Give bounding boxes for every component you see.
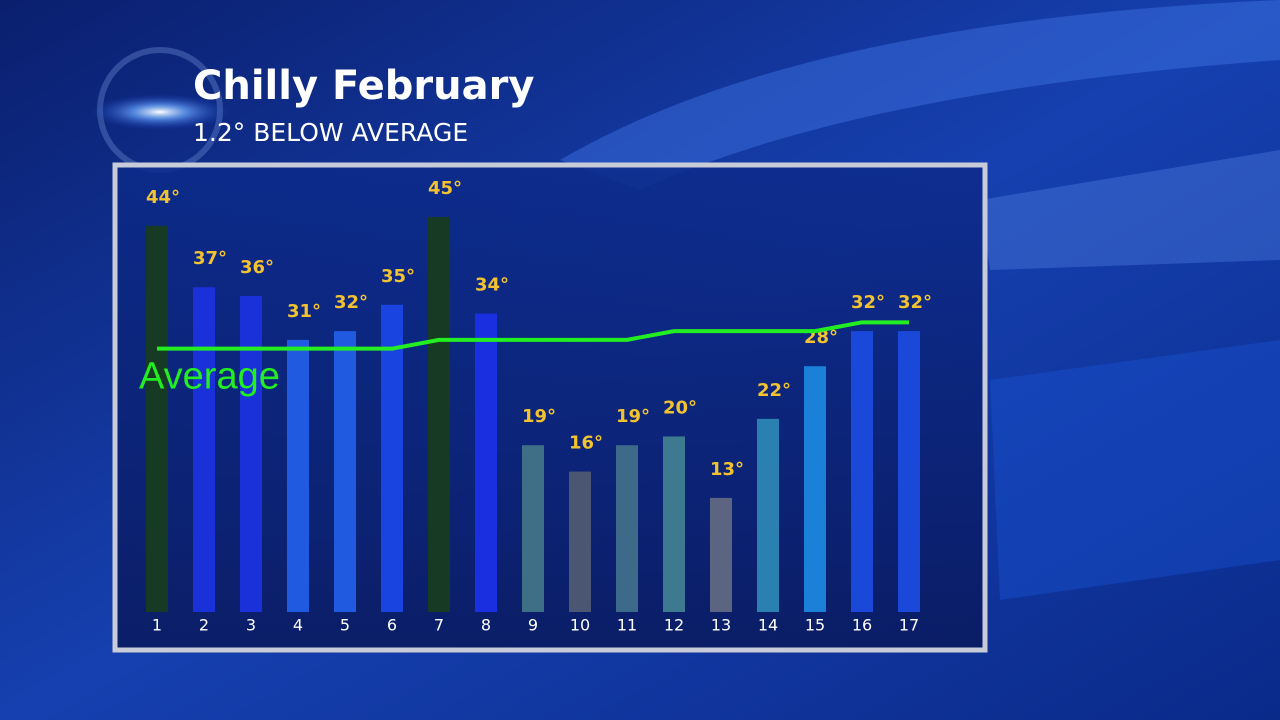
- x-tick-label: 4: [293, 616, 303, 635]
- x-tick-label: 10: [570, 616, 590, 635]
- value-label: 37°: [193, 248, 227, 269]
- x-tick-label: 17: [899, 616, 919, 635]
- value-label: 45°: [428, 178, 462, 199]
- decor: [90, 94, 230, 130]
- x-tick-label: 2: [199, 616, 209, 635]
- bar: [193, 287, 215, 612]
- bar: [428, 217, 450, 612]
- x-tick-label: 11: [617, 616, 637, 635]
- x-tick-label: 7: [434, 616, 444, 635]
- decor: [990, 340, 1280, 600]
- bar: [522, 445, 544, 612]
- bar: [569, 471, 591, 612]
- value-label: 31°: [287, 301, 321, 322]
- x-tick-label: 3: [246, 616, 256, 635]
- x-tick-label: 9: [528, 616, 538, 635]
- bar: [287, 339, 309, 612]
- bar: [334, 331, 356, 612]
- x-tick-label: 6: [387, 616, 397, 635]
- value-label: 32°: [851, 292, 885, 313]
- x-tick-label: 5: [340, 616, 350, 635]
- value-label: 13°: [710, 459, 744, 480]
- x-tick-label: 13: [711, 616, 731, 635]
- bar: [898, 331, 920, 612]
- bar: [757, 418, 779, 612]
- value-label: 19°: [522, 406, 556, 427]
- value-label: 44°: [146, 187, 180, 208]
- bar: [710, 497, 732, 612]
- bar: [616, 445, 638, 612]
- x-tick-label: 15: [805, 616, 825, 635]
- bar: [475, 313, 497, 612]
- x-tick-label: 14: [758, 616, 778, 635]
- value-label: 16°: [569, 433, 603, 454]
- legend-label: Average: [139, 356, 280, 398]
- chart-subtitle: 1.2° BELOW AVERAGE: [193, 118, 468, 147]
- x-tick-label: 1: [152, 616, 162, 635]
- bar: [804, 366, 826, 612]
- bar: [381, 304, 403, 612]
- value-label: 22°: [757, 380, 791, 401]
- bar: [146, 225, 168, 612]
- value-label: 32°: [898, 292, 932, 313]
- average-line: [157, 320, 909, 351]
- chart-title: Chilly February: [193, 63, 534, 109]
- bar: [663, 436, 685, 612]
- decor: [980, 150, 1280, 270]
- value-label: 36°: [240, 257, 274, 278]
- x-tick-label: 8: [481, 616, 491, 635]
- bar: [240, 296, 262, 612]
- value-label: 35°: [381, 266, 415, 287]
- bar: [851, 331, 873, 612]
- decor: [560, 0, 1280, 190]
- value-label: 34°: [475, 275, 509, 296]
- x-tick-label: 12: [664, 616, 684, 635]
- x-tick-label: 16: [852, 616, 872, 635]
- value-label: 20°: [663, 397, 697, 418]
- value-label: 32°: [334, 292, 368, 313]
- value-label: 19°: [616, 406, 650, 427]
